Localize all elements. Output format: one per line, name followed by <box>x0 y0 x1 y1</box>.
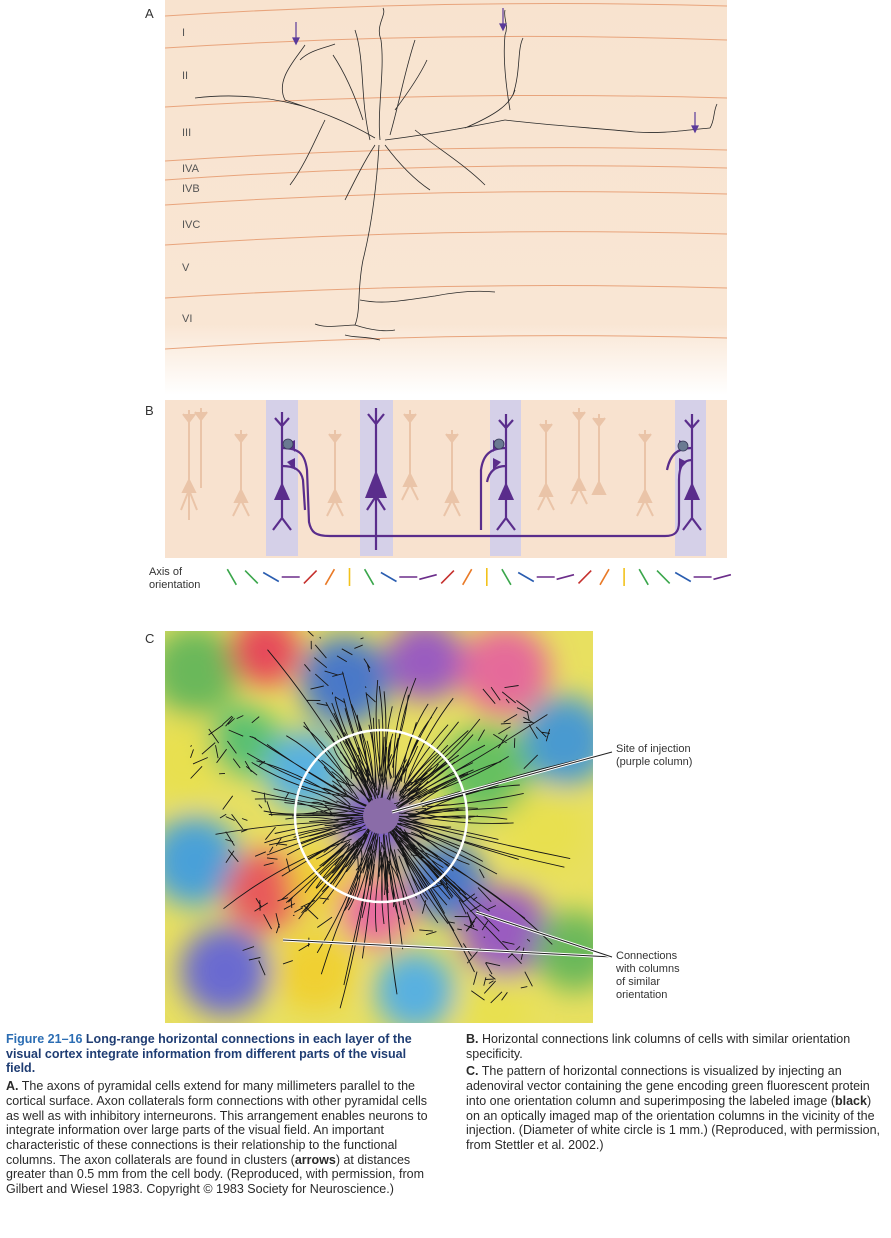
caption-part-b: B. Horizontal connections link columns o… <box>466 1032 884 1061</box>
faded-neuron-soma <box>233 487 249 503</box>
interneuron-icon <box>282 438 294 450</box>
figure-number: Figure 21–16 <box>6 1032 83 1046</box>
orientation-tick <box>363 568 375 586</box>
interneuron-icon <box>493 438 505 450</box>
orientation-tick <box>638 568 649 586</box>
synapse-icon <box>493 458 501 470</box>
injection-site-annotation: Site of injection (purple column) <box>616 743 692 769</box>
layer-label-iva: IVA <box>182 163 199 175</box>
panel-letter-c: C <box>145 631 155 646</box>
arrow-head-icon <box>292 37 300 46</box>
neuron-soma <box>274 482 290 500</box>
orientation-tick <box>577 570 592 584</box>
caption-column-left: Figure 21–16 Long-range horizontal conne… <box>6 1032 436 1200</box>
faded-neuron-soma <box>538 481 554 497</box>
caption-a-bold: arrows <box>294 1152 336 1167</box>
caption-part-a: A. The axons of pyramidal cells extend f… <box>6 1079 436 1197</box>
layer-label-ivc: IVC <box>182 219 201 231</box>
panel-a-background <box>165 0 727 395</box>
figure-caption-title: Figure 21–16 Long-range horizontal conne… <box>6 1032 436 1076</box>
neuron-soma <box>498 482 514 500</box>
caption-b-text: Horizontal connections link columns of c… <box>466 1032 851 1061</box>
orientation-tick <box>419 573 437 581</box>
caption-c-label: C. <box>466 1064 479 1079</box>
synapse-icon <box>679 458 687 470</box>
connections-annotation-line4: orientation <box>616 989 668 1001</box>
orientation-tick <box>324 568 336 586</box>
figure-title: Long-range horizontal connections in eac… <box>6 1032 412 1076</box>
faded-pyramidal-cells <box>180 408 654 520</box>
one-mm-circle <box>293 728 469 904</box>
injection-annotation-line2: (purple column) <box>616 756 693 768</box>
orientation-tick <box>244 570 259 584</box>
orientation-tick <box>380 571 397 583</box>
caption-c-text-end: ) on an optically imaged map of the orie… <box>466 1093 881 1152</box>
connections-annotation-line3: of similar <box>616 976 661 988</box>
caption-c-text: The pattern of horizontal connections is… <box>466 1064 870 1108</box>
caption-column-right: B. Horizontal connections link columns o… <box>466 1032 884 1156</box>
connections-annotation-line1: Connections <box>616 950 678 962</box>
synapse-icon <box>287 458 295 470</box>
injection-annotation-line1: Site of injection <box>616 743 691 755</box>
interneuron-icon <box>677 440 689 452</box>
faded-neuron-soma <box>444 487 460 503</box>
orientation-tick <box>226 568 237 586</box>
interneurons <box>282 438 689 452</box>
faded-neuron-soma <box>591 479 607 495</box>
orientation-ticks <box>226 568 732 586</box>
layer-label-iii: III <box>182 127 192 139</box>
caption-c-bold: black <box>834 1093 867 1108</box>
orientation-tick <box>440 570 455 584</box>
injection-site <box>363 798 399 834</box>
caption-part-c: C. The pattern of horizontal connections… <box>466 1064 884 1152</box>
orientation-tick <box>599 568 610 586</box>
axon-fiber-paths <box>190 631 593 1009</box>
orientation-axis-row: Axis of orientation <box>138 562 738 596</box>
layer-label-v: V <box>182 262 190 274</box>
orientation-tick <box>656 570 671 584</box>
panel-b-background <box>165 400 727 558</box>
labeled-axon-fibers <box>190 631 593 1009</box>
caption-a-text: The axons of pyramidal cells extend for … <box>6 1079 428 1167</box>
faded-neuron-soma <box>181 477 197 493</box>
cortical-layers-diagram <box>165 0 727 395</box>
panel-letter-a: A <box>145 6 154 21</box>
orientation-map-image <box>165 631 593 1023</box>
cluster-arrows <box>292 8 699 134</box>
orientation-label-line1: Axis of <box>149 566 183 578</box>
neuron-soma <box>365 470 387 498</box>
layer-label-ii: II <box>182 70 189 82</box>
orientation-tick <box>556 573 575 581</box>
panel-letter-b: B <box>145 403 154 418</box>
orientation-tick <box>517 571 535 583</box>
layer-label-ivb: IVB <box>182 183 200 195</box>
connections-annotation: Connections with columns of similar orie… <box>616 950 680 1002</box>
orientation-tick <box>462 568 473 586</box>
neuron-soma <box>684 482 700 500</box>
caption-b-label: B. <box>466 1032 479 1046</box>
orientation-tick <box>262 571 280 583</box>
horizontal-connections-diagram <box>165 400 727 558</box>
caption-a-label: A. <box>6 1079 19 1094</box>
orientation-tick <box>303 570 318 584</box>
arrow-head-icon <box>691 125 699 134</box>
faded-neuron-soma <box>327 487 343 503</box>
pyramidal-neuron-tracing <box>194 7 718 341</box>
layer-label-i: I <box>182 27 186 39</box>
layer-boundaries <box>165 3 727 350</box>
faded-neuron-soma <box>402 471 418 487</box>
connections-annotation-line2: with columns <box>616 963 680 975</box>
faded-neuron-soma <box>571 475 587 491</box>
orientation-tick <box>713 573 732 581</box>
layer-label-vi: VI <box>182 313 193 325</box>
purple-somas <box>274 440 700 500</box>
orientation-label: Axis of orientation <box>149 566 200 592</box>
orientation-label-line2: orientation <box>149 579 201 591</box>
arrow-head-icon <box>499 23 507 32</box>
caption-a-text-end: ) at distances greater than 0.5 mm from … <box>6 1152 424 1197</box>
faded-neuron-soma <box>637 487 653 503</box>
orientation-tick <box>674 571 692 583</box>
orientation-tick <box>501 568 512 586</box>
